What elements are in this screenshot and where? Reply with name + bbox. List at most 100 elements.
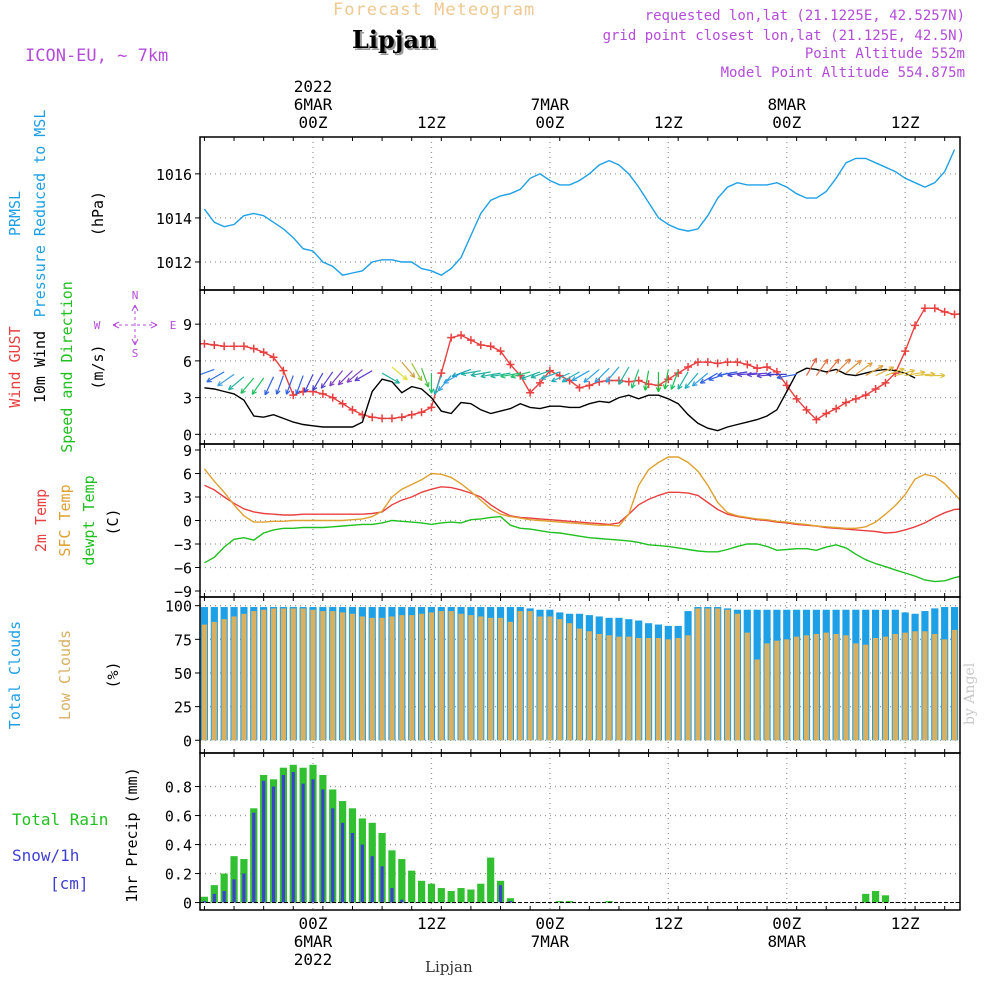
low-cloud-bar [458, 613, 464, 741]
bottom-time-label: 12Z [891, 914, 920, 933]
wind-arrow [561, 371, 580, 383]
wind-arrow [480, 372, 501, 378]
series-group-pressure [203, 149, 956, 276]
low-cloud-bar [685, 635, 691, 741]
total-cloud-bar [990, 607, 997, 740]
rain-bar [506, 898, 514, 903]
wind-arrowhead [320, 383, 326, 389]
rain-bar [417, 880, 426, 903]
low-cloud-bar [715, 608, 721, 741]
wind-arrow [312, 372, 324, 391]
snow-bar [222, 890, 226, 903]
low-cloud-bar [290, 608, 296, 741]
requested-coords: requested lon,lat (21.1225E, 42.5257N) [644, 8, 965, 24]
wind-arrow [875, 366, 894, 377]
wind-arrowhead [812, 357, 818, 364]
panel-label-precip: Total Rain [12, 810, 108, 829]
wind-arrowhead [605, 377, 611, 383]
gust-marker [733, 358, 742, 367]
wind-arrow [240, 377, 255, 394]
low-cloud-bar [902, 632, 908, 741]
low-cloud-bar [270, 608, 277, 741]
wind-arrowhead [867, 362, 873, 368]
wind-arrowhead [909, 368, 916, 375]
ytick-label-temperature: 9 [183, 442, 192, 460]
wind-arrowhead [470, 371, 476, 378]
wind-arrow [631, 369, 640, 389]
wind-arrow [275, 375, 284, 395]
wind-arrowhead [530, 373, 537, 379]
ytick-label-clouds: 0 [183, 732, 192, 750]
ytick-label-clouds: 50 [174, 665, 192, 683]
top-time-label: 12Z [891, 113, 920, 132]
snow-bar [331, 808, 335, 903]
low-cloud-bar [705, 608, 711, 741]
low-cloud-bar [774, 640, 780, 741]
panel-label-pressure: PRMSL [6, 191, 24, 236]
low-cloud-bar [261, 609, 267, 741]
bottom-time-label: 00Z [535, 914, 564, 933]
wind-arrowhead [776, 374, 782, 380]
gust-marker [990, 320, 998, 328]
low-cloud-bar [438, 611, 444, 741]
wind-arrowhead [561, 377, 568, 383]
wind-arrow [865, 365, 884, 377]
low-cloud-bar [497, 617, 504, 741]
ytick-label-wind: 0 [183, 426, 192, 444]
panel-label-clouds: Total Clouds [6, 621, 24, 729]
wind-arrowhead [303, 387, 309, 393]
gust-marker [259, 348, 268, 357]
rain-bar [881, 895, 890, 903]
wind-arrowhead [571, 376, 578, 382]
bottom-time-label: 00Z [772, 914, 801, 933]
point-altitude: Point Altitude 552m [804, 46, 965, 62]
gust-marker [684, 363, 693, 371]
gust-marker [693, 358, 702, 367]
low-cloud-bar [586, 631, 592, 741]
low-cloud-bar [418, 613, 425, 741]
gust-marker [387, 414, 396, 423]
wind-arrowhead [206, 377, 212, 383]
snow-bar [252, 812, 256, 903]
wind-arrowhead [878, 364, 884, 371]
low-cloud-bar [349, 613, 356, 741]
low-cloud-bar [310, 609, 316, 741]
low-cloud-bar [507, 621, 513, 741]
wind-arrowhead [540, 374, 546, 380]
low-cloud-bar [241, 613, 247, 741]
gust-marker [624, 377, 633, 386]
low-cloud-bar [912, 631, 918, 741]
gust-marker [960, 309, 968, 317]
panel-label-wind: Wind GUST [6, 326, 24, 407]
rain-bar [437, 888, 445, 903]
panel-label-wind: 10m Wind [31, 331, 49, 403]
wind-arrowhead [520, 374, 527, 380]
panel-label-wind: Speed and Direction [58, 281, 76, 453]
ytick-label-precip: 0.2 [165, 866, 192, 884]
low-cloud-bar [853, 643, 859, 741]
gust-marker [526, 388, 535, 397]
wind-arrowhead [643, 385, 649, 391]
gust-marker [368, 413, 377, 422]
rain-bar [427, 883, 436, 903]
low-cloud-bar [330, 611, 336, 741]
wind-arrow [845, 359, 862, 374]
series-line-temperature-0 [204, 484, 960, 534]
top-time-label: 00Z [772, 113, 801, 132]
wind-arrow [320, 371, 334, 389]
gust-marker [812, 415, 821, 424]
snow-bar [341, 822, 345, 903]
low-cloud-bar [794, 636, 800, 741]
wind-arrowhead [594, 377, 600, 383]
panel-label-temperature: dewpt Temp [80, 475, 98, 565]
gust-marker [506, 360, 515, 369]
wind-arrow [470, 371, 491, 376]
top-time-label: 00Z [299, 113, 328, 132]
wind-arrowhead [354, 376, 360, 382]
low-cloud-bar [872, 637, 879, 741]
wind-arrow [200, 368, 215, 376]
data-layer [200, 149, 998, 904]
wind-arrowhead [240, 388, 246, 394]
top-time-label: 00Z [535, 113, 564, 132]
gust-marker [328, 393, 337, 402]
